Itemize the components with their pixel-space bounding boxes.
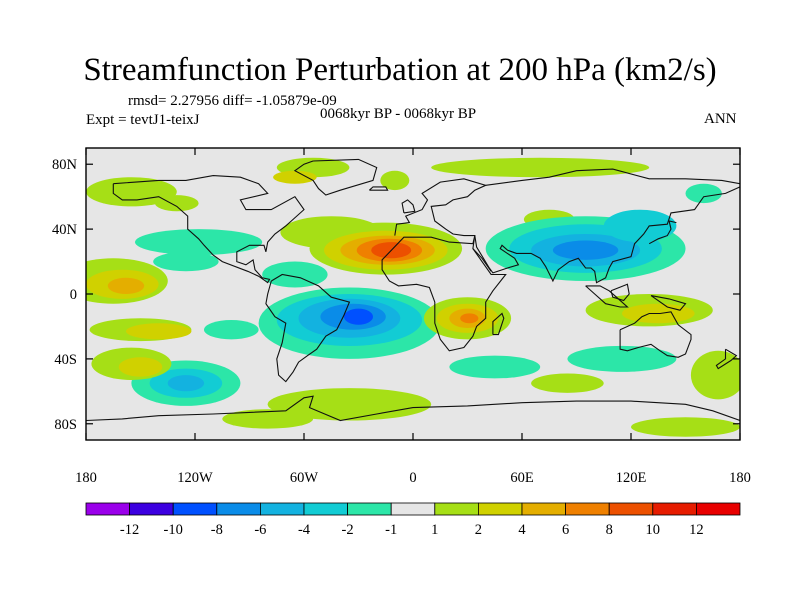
contour-blob [267, 388, 432, 421]
contour-blob [690, 350, 740, 400]
contour-blob [153, 251, 219, 272]
colorbar-label: -6 [254, 522, 266, 538]
coastline [585, 285, 629, 308]
colorbar-label: -1 [385, 522, 397, 538]
contour-blob [222, 409, 314, 429]
y-axis: 80N 40N 0 40S 80S [52, 157, 740, 433]
coastline [474, 186, 740, 284]
contour-blob [167, 375, 205, 392]
contour-blob [273, 170, 317, 184]
coastline [715, 348, 738, 370]
contour-blob [86, 177, 177, 207]
chart-title: Streamfunction Perturbation at 200 hPa (… [83, 52, 717, 88]
experiment-label: Expt = tevtJ1-teixJ [86, 112, 200, 128]
colorbar-label: -4 [298, 522, 311, 538]
contour-blob [431, 157, 650, 178]
contour-blob [135, 229, 263, 256]
colorbar-label: -2 [342, 522, 354, 538]
y-tick-label: 40S [54, 352, 77, 368]
contour-blob [380, 170, 410, 191]
contour-blob [685, 183, 722, 204]
stats-line: rmsd= 2.27956 diff= -1.05879e-09 [128, 93, 337, 109]
contour-blob [126, 323, 192, 340]
colorbar-label: 4 [518, 522, 526, 538]
coastline [265, 273, 351, 383]
coastline [293, 158, 378, 196]
season-label: ANN [704, 111, 737, 127]
contour-blob [155, 195, 199, 212]
colorbar-swatch [390, 502, 436, 516]
colorbar-swatch [303, 502, 348, 516]
y-tick-label: 80N [52, 157, 78, 173]
coastline [492, 312, 505, 336]
y-tick-label: 40N [52, 222, 78, 238]
contour-blob [118, 357, 163, 377]
x-tick-label: 120E [616, 470, 647, 486]
colorbar-swatch [259, 502, 305, 516]
colorbar-swatch [129, 502, 174, 516]
coastline [112, 175, 305, 284]
y-tick-label: 0 [70, 287, 77, 303]
coastlines [86, 158, 740, 422]
x-tick-label: 180 [75, 470, 97, 486]
colorbar-swatch [521, 502, 566, 516]
coastline [648, 220, 677, 245]
colorbar-label: -12 [120, 522, 139, 538]
colorbar-swatch [696, 502, 741, 516]
contour-blob [460, 313, 479, 324]
coastline [369, 186, 389, 191]
contour-blob [204, 320, 259, 340]
coastline [610, 283, 630, 302]
contour-blob [262, 261, 328, 288]
coastline [86, 395, 740, 422]
colorbar: -12 -10 -8 -6 -4 -2 -1 1 2 4 6 8 10 12 [85, 502, 741, 538]
contour-blob [603, 209, 677, 243]
coastline [401, 199, 416, 214]
colorbar-swatch [608, 502, 654, 516]
coastline [381, 178, 507, 352]
colorbar-label: 12 [689, 522, 704, 538]
y-tick-label: 80S [54, 417, 77, 433]
contour-blob [531, 373, 604, 393]
contour-blob [344, 308, 373, 325]
colorbar-swatch [172, 502, 218, 516]
coastline [472, 248, 492, 272]
x-tick-label: 180 [729, 470, 751, 486]
x-tick-label: 60E [510, 470, 534, 486]
colorbar-label: -10 [164, 522, 183, 538]
colorbar-swatch [652, 502, 697, 516]
colorbar-label: 2 [475, 522, 482, 538]
colorbar-label: 6 [562, 522, 569, 538]
contour-blob [449, 355, 541, 379]
colorbar-swatch [477, 502, 523, 516]
x-axis: 180 120W 60W 0 60E 120E 180 [75, 148, 751, 486]
colorbar-label: 8 [606, 522, 613, 538]
coastline [619, 311, 692, 358]
colorbar-label: 10 [646, 522, 661, 538]
colorbar-swatch [434, 502, 479, 516]
colorbar-swatch [85, 502, 130, 516]
x-tick-label: 60W [290, 470, 319, 486]
contour-blob [107, 277, 145, 294]
coastline [650, 295, 687, 311]
colorbar-swatch [565, 502, 610, 516]
period-label: 0068kyr BP - 0068kyr BP [320, 106, 477, 122]
coastline [485, 168, 740, 186]
contour-blob [631, 417, 740, 437]
contour-blob [567, 345, 677, 372]
colorbar-swatch [347, 502, 392, 516]
x-tick-label: 0 [409, 470, 416, 486]
x-tick-label: 120W [177, 470, 213, 486]
colorbar-swatch [216, 502, 261, 516]
contour-field [86, 148, 740, 440]
colorbar-label: 1 [431, 522, 438, 538]
contour-blob [552, 240, 619, 260]
colorbar-label: -8 [211, 522, 223, 538]
